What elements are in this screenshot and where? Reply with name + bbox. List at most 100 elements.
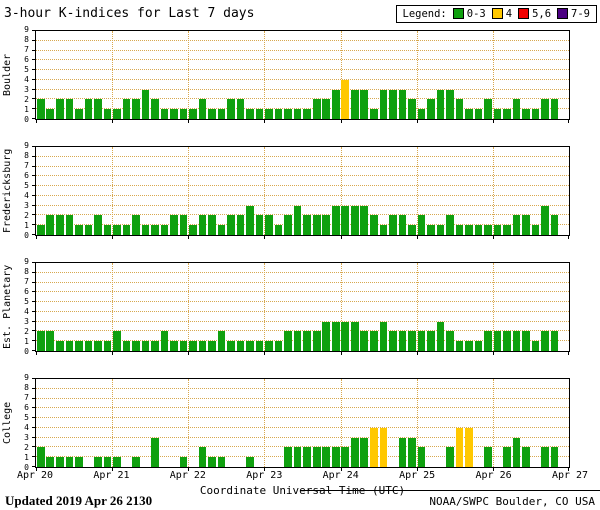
y-tick-label: 7 <box>24 161 29 170</box>
k-slot <box>131 263 141 351</box>
y-tick <box>32 407 36 409</box>
bars-est-planetary <box>36 263 569 351</box>
k-slot <box>331 379 341 467</box>
y-tick <box>32 155 36 157</box>
k-bar <box>236 341 245 351</box>
y-tick-label: 1 <box>24 221 29 231</box>
k-bar <box>312 447 321 467</box>
k-slot <box>550 263 560 351</box>
k-bar <box>360 331 369 351</box>
k-bar <box>94 457 102 467</box>
y-tick-label: 5 <box>24 413 29 422</box>
legend-item-label: 5,6 <box>532 7 552 20</box>
y-tick-label: 4 <box>24 423 29 433</box>
k-slot <box>65 263 75 351</box>
k-slot <box>198 31 208 119</box>
y-tick <box>32 39 36 41</box>
legend-item-label: 7-9 <box>571 7 590 20</box>
k-bar <box>36 331 45 351</box>
k-bar <box>84 99 93 119</box>
x-tick <box>568 235 570 239</box>
k-slot <box>179 147 189 235</box>
k-bar <box>217 331 226 351</box>
k-slot <box>312 147 322 235</box>
k-slot <box>141 263 151 351</box>
k-bar <box>408 331 416 351</box>
k-bar <box>398 331 407 351</box>
v-gridline <box>492 263 494 351</box>
k-slot <box>84 31 94 119</box>
k-slot <box>112 147 122 235</box>
k-slot <box>331 31 341 119</box>
h-gridline <box>36 387 569 389</box>
k-bar <box>370 215 378 235</box>
k-slot <box>255 379 265 467</box>
k-bar <box>179 109 188 119</box>
k-slot <box>502 147 512 235</box>
y-tick <box>32 185 36 187</box>
y-tick <box>32 30 36 31</box>
k-bar <box>322 99 331 119</box>
k-slot <box>207 263 217 351</box>
k-bar <box>465 109 473 119</box>
v-gridline <box>188 31 190 119</box>
k-bar <box>103 341 112 351</box>
v-gridline <box>492 147 494 235</box>
k-bar <box>341 447 350 467</box>
k-bar <box>227 215 235 235</box>
y-tick <box>32 281 36 283</box>
y-tick-label: 9 <box>24 25 29 34</box>
k-bar <box>65 457 74 467</box>
h-gridline <box>36 426 569 428</box>
k-bar <box>522 109 530 119</box>
y-tick <box>32 301 36 303</box>
k-slot <box>521 147 531 235</box>
k-slot <box>207 31 217 119</box>
k-slot <box>398 147 408 235</box>
k-bar <box>360 437 369 467</box>
y-tick <box>32 88 36 90</box>
x-tick <box>188 467 190 471</box>
h-gridline <box>36 310 569 312</box>
k-bar <box>341 205 350 235</box>
y-tick-label: 2 <box>24 443 29 453</box>
y-tick <box>32 118 36 119</box>
k-slot <box>436 263 446 351</box>
k-bar <box>341 321 350 351</box>
y-tick-label: 8 <box>24 35 29 45</box>
v-gridline <box>264 263 266 351</box>
y-tick-label: 7 <box>24 277 29 286</box>
x-axis-labels: Apr 20 Apr 21 Apr 22 Apr 23 Apr 24 Apr 25 Apr … <box>17 470 588 483</box>
plot-est-planetary <box>32 262 570 355</box>
k-slot <box>150 31 160 119</box>
y-tick <box>32 194 36 196</box>
y-tick <box>32 234 36 235</box>
k-bar <box>370 109 378 119</box>
k-slot <box>150 147 160 235</box>
k-slot <box>493 379 503 467</box>
legend-item-label: 4 <box>505 7 513 20</box>
red-swatch-icon <box>518 8 530 19</box>
k-bar <box>113 331 121 351</box>
h-gridline <box>36 271 569 273</box>
k-slot <box>455 379 465 467</box>
k-bar <box>455 341 464 351</box>
y-tick <box>32 146 36 147</box>
station-label-boulder: Boulder <box>2 53 13 97</box>
h-gridline <box>36 108 569 110</box>
k-slot <box>464 263 474 351</box>
k-slot <box>436 31 446 119</box>
k-bar <box>75 341 83 351</box>
k-slot <box>483 147 493 235</box>
k-bar <box>484 331 492 351</box>
k-slot <box>559 31 569 119</box>
y-tick <box>32 330 36 332</box>
k-slot <box>521 31 531 119</box>
k-bar <box>132 457 140 467</box>
k-bar <box>455 99 464 119</box>
k-bar <box>227 99 235 119</box>
k-bar <box>408 225 416 235</box>
h-gridline <box>36 39 569 41</box>
k-slot <box>131 379 141 467</box>
h-gridline <box>36 185 569 187</box>
